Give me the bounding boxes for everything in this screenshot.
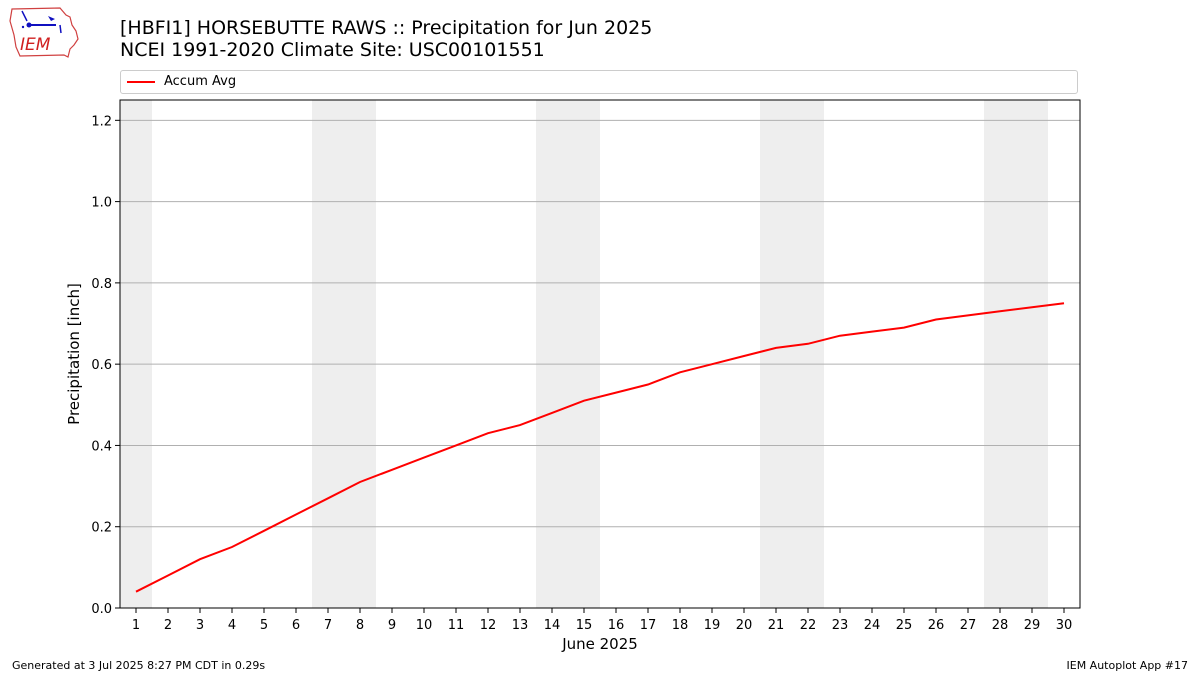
weekend-band-3 xyxy=(760,100,824,608)
x-tick-label-5: 6 xyxy=(292,618,300,633)
weekend-band-2 xyxy=(536,100,600,608)
series-layer xyxy=(135,302,1065,593)
x-tick-label-15: 16 xyxy=(608,618,625,633)
x-tick-label-4: 5 xyxy=(260,618,268,633)
x-tick-label-19: 20 xyxy=(736,618,753,633)
x-axis-label: June 2025 xyxy=(561,635,638,653)
x-tick-label-16: 17 xyxy=(640,618,657,633)
x-tick-label-10: 11 xyxy=(448,618,465,633)
weekend-band-0 xyxy=(120,100,152,608)
x-tick-label-27: 28 xyxy=(992,618,1009,633)
x-tick-label-20: 21 xyxy=(768,618,785,633)
x-tick-label-29: 30 xyxy=(1056,618,1073,633)
x-tick-label-14: 15 xyxy=(576,618,593,633)
y-tick-label-5: 1.0 xyxy=(91,196,112,211)
iem-logo: IEM xyxy=(9,7,79,58)
app-label: IEM Autoplot App #17 xyxy=(1066,659,1189,672)
gridlines xyxy=(120,119,1080,609)
weekend-band-1 xyxy=(312,100,376,608)
x-tick-label-1: 2 xyxy=(164,618,172,633)
x-tick-label-26: 27 xyxy=(960,618,977,633)
x-tick-label-18: 19 xyxy=(704,618,721,633)
chart-legend: Accum Avg xyxy=(120,70,1078,94)
legend-label: Accum Avg xyxy=(164,74,237,89)
x-tick-label-11: 12 xyxy=(480,618,497,633)
x-axis: 1 2 3 4 5 6 7 8 9 10 11 12 13 14 15 16 17 18 19 20 21 22 23 24 2… xyxy=(132,608,1072,633)
x-tick-label-8: 9 xyxy=(388,618,396,633)
x-tick-label-22: 23 xyxy=(832,618,849,633)
y-tick-label-0: 0.0 xyxy=(91,602,112,617)
chart-subtitle: NCEI 1991-2020 Climate Site: USC00101551 xyxy=(120,39,545,61)
x-tick-label-12: 13 xyxy=(512,618,529,633)
x-tick-label-6: 7 xyxy=(324,618,332,633)
y-tick-label-1: 0.2 xyxy=(91,521,112,536)
x-tick-label-3: 4 xyxy=(228,618,236,633)
legend-line-swatch xyxy=(127,81,155,83)
plot-frame xyxy=(119,99,1081,609)
x-tick-label-9: 10 xyxy=(416,618,433,633)
series-line-accum-avg xyxy=(135,302,1065,593)
weekend-shading xyxy=(120,100,1048,608)
y-tick-label-3: 0.6 xyxy=(91,358,112,373)
x-tick-label-23: 24 xyxy=(864,618,881,633)
generated-timestamp: Generated at 3 Jul 2025 8:27 PM CDT in 0… xyxy=(12,659,266,672)
y-tick-label-2: 0.4 xyxy=(91,439,112,454)
x-tick-label-24: 25 xyxy=(896,618,913,633)
y-axis: 0.0 0.2 0.4 0.6 0.8 1.0 1.2 xyxy=(91,114,120,617)
y-tick-label-4: 0.8 xyxy=(91,277,112,292)
x-tick-label-7: 8 xyxy=(356,618,364,633)
x-tick-label-28: 29 xyxy=(1024,618,1041,633)
x-tick-label-21: 22 xyxy=(800,618,817,633)
x-tick-label-0: 1 xyxy=(132,618,140,633)
chart-title: [HBFI1] HORSEBUTTE RAWS :: Precipitation… xyxy=(120,17,653,39)
y-tick-label-6: 1.2 xyxy=(91,114,112,129)
logo-text: IEM xyxy=(20,35,51,55)
x-tick-label-25: 26 xyxy=(928,618,945,633)
y-axis-label: Precipitation [inch] xyxy=(65,283,83,425)
x-tick-label-13: 14 xyxy=(544,618,561,633)
x-tick-label-2: 3 xyxy=(196,618,204,633)
x-tick-label-17: 18 xyxy=(672,618,689,633)
weekend-band-4 xyxy=(984,100,1048,608)
